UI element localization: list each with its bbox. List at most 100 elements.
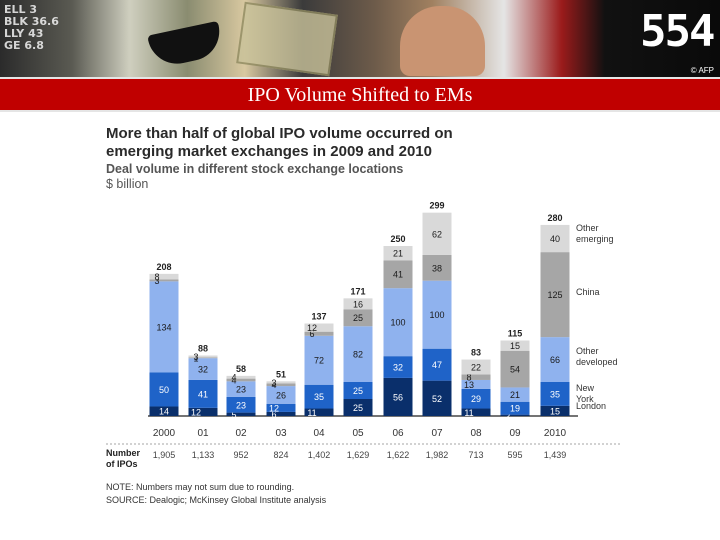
bar-segment bbox=[383, 377, 413, 416]
bar-segment bbox=[383, 246, 413, 261]
legend-label: China bbox=[576, 287, 600, 297]
bar-segment bbox=[500, 414, 530, 416]
data-label: 6 bbox=[309, 329, 314, 339]
ipo-count-label: Number bbox=[106, 448, 141, 458]
data-label: 3 bbox=[154, 276, 159, 286]
bar-segment bbox=[266, 383, 296, 387]
bar-segment bbox=[304, 408, 334, 416]
data-label: 52 bbox=[432, 394, 442, 404]
data-label: 25 bbox=[353, 403, 363, 413]
ticker-number: 554 bbox=[640, 6, 715, 57]
data-label: 35 bbox=[550, 389, 560, 399]
x-tick-label: 2000 bbox=[153, 428, 176, 439]
bar-segment bbox=[343, 399, 373, 416]
bar-segment bbox=[540, 252, 570, 338]
ipo-count: 1,439 bbox=[544, 450, 567, 460]
bar-segment bbox=[343, 382, 373, 399]
bar-segment bbox=[188, 357, 218, 359]
ipo-count: 824 bbox=[273, 450, 288, 460]
data-label: 50 bbox=[159, 385, 169, 395]
ipo-count: 713 bbox=[468, 450, 483, 460]
data-label: 41 bbox=[393, 270, 403, 280]
total-label: 208 bbox=[156, 262, 171, 272]
data-label: 13 bbox=[464, 380, 474, 390]
chart-unit: $ billion bbox=[106, 177, 149, 191]
data-label: 11 bbox=[307, 408, 316, 418]
x-tick-label: 04 bbox=[313, 428, 325, 439]
total-label: 137 bbox=[311, 312, 326, 322]
data-label: 66 bbox=[550, 355, 560, 365]
data-label: 3 bbox=[193, 352, 198, 362]
data-label: 19 bbox=[510, 404, 520, 414]
bar-segment bbox=[461, 408, 491, 416]
bar-segment bbox=[188, 358, 218, 380]
title-bar: IPO Volume Shifted to EMs bbox=[0, 77, 720, 112]
data-label: 22 bbox=[471, 363, 481, 373]
bar-segment bbox=[500, 350, 530, 388]
bar-segment bbox=[226, 396, 256, 413]
data-label: 4 bbox=[271, 380, 276, 390]
data-label: 15 bbox=[550, 406, 560, 416]
bar-segment bbox=[500, 401, 530, 415]
bar-segment bbox=[343, 309, 373, 327]
bar-segment bbox=[266, 386, 296, 404]
data-label: 54 bbox=[510, 365, 520, 375]
chart-note: NOTE: Numbers may not sum due to roundin… bbox=[106, 482, 295, 492]
data-label: 40 bbox=[550, 234, 560, 244]
bar-segment bbox=[188, 379, 218, 408]
x-tick-label: 03 bbox=[275, 428, 287, 439]
data-label: 16 bbox=[353, 299, 363, 309]
photo-credit: © AFP bbox=[690, 66, 714, 75]
data-label: 32 bbox=[198, 365, 208, 375]
data-label: 21 bbox=[510, 390, 520, 400]
ipo-count: 595 bbox=[507, 450, 522, 460]
data-label: 4 bbox=[231, 373, 236, 383]
x-tick-label: 2010 bbox=[544, 428, 567, 439]
data-label: 29 bbox=[471, 394, 481, 404]
data-label: 41 bbox=[198, 389, 208, 399]
bar-segment bbox=[422, 348, 452, 381]
data-label: 14 bbox=[159, 407, 169, 417]
bar-segment bbox=[188, 407, 218, 416]
data-label: 23 bbox=[236, 385, 246, 395]
x-tick-label: 09 bbox=[509, 428, 521, 439]
ipo-count: 1,133 bbox=[192, 450, 215, 460]
ipo-count: 1,402 bbox=[308, 450, 331, 460]
bar-segment bbox=[304, 323, 334, 332]
ipo-count: 1,905 bbox=[153, 450, 176, 460]
data-label: 25 bbox=[353, 386, 363, 396]
bar-segment bbox=[500, 387, 530, 402]
data-label: 6 bbox=[271, 409, 276, 419]
total-label: 171 bbox=[350, 286, 365, 296]
data-label: 125 bbox=[547, 290, 562, 300]
legend-label: Other bbox=[576, 346, 599, 356]
data-label: 134 bbox=[156, 322, 171, 332]
data-label: 12 bbox=[191, 407, 201, 417]
data-label: 25 bbox=[353, 313, 363, 323]
ipo-count: 952 bbox=[233, 450, 248, 460]
data-label: 2 bbox=[505, 411, 510, 421]
bar-segment bbox=[422, 212, 452, 255]
slide-title: IPO Volume Shifted to EMs bbox=[247, 84, 473, 106]
bar-segment bbox=[540, 382, 570, 406]
ipo-count-label: of IPOs bbox=[106, 459, 138, 469]
trader-image bbox=[400, 6, 485, 76]
bar-segment bbox=[149, 279, 179, 282]
data-label: 15 bbox=[510, 341, 520, 351]
total-label: 88 bbox=[198, 343, 208, 353]
bar-segment bbox=[461, 379, 491, 389]
ipo-count: 1,629 bbox=[347, 450, 370, 460]
stock-ticker-text: ELL 3 BLK 36.6 LLY 43 GE 6.8 bbox=[4, 3, 59, 52]
data-label: 62 bbox=[432, 229, 442, 239]
bar-segment bbox=[540, 337, 570, 382]
data-label: 100 bbox=[390, 318, 405, 328]
data-label: 56 bbox=[393, 392, 403, 402]
bar-segment bbox=[461, 359, 491, 375]
total-label: 280 bbox=[547, 213, 562, 223]
x-tick-label: 01 bbox=[197, 428, 209, 439]
total-label: 250 bbox=[390, 234, 405, 244]
ipo-count: 1,622 bbox=[387, 450, 410, 460]
data-label: 8 bbox=[466, 373, 471, 383]
x-tick-label: 06 bbox=[392, 428, 404, 439]
